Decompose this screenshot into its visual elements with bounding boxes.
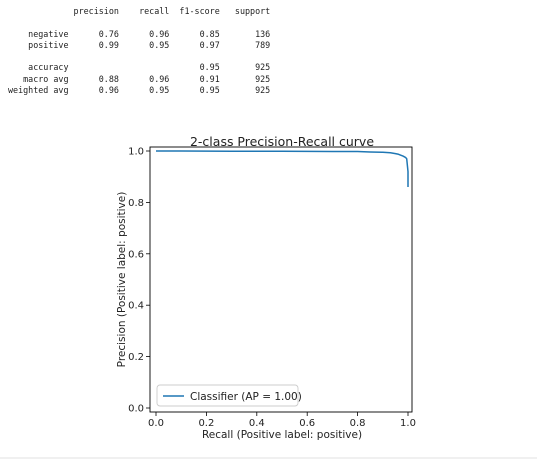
x-axis-label: Recall (Positive label: positive) <box>202 429 362 441</box>
bottom-divider <box>0 457 537 459</box>
legend-box <box>156 384 299 407</box>
y-tick-label: 1.0 <box>128 147 144 158</box>
y-axis-label: Precision (Positive label: positive) <box>116 192 128 368</box>
y-tick-label: 0.0 <box>128 404 144 415</box>
x-tick-label: 0.2 <box>198 418 214 429</box>
plot-frame <box>149 146 413 413</box>
x-tick-label: 0.6 <box>299 418 315 429</box>
y-tick-label: 0.6 <box>128 249 144 260</box>
chart-title: 2-class Precision-Recall curve <box>190 134 374 149</box>
x-tick-label: 1.0 <box>400 418 416 429</box>
y-tick-label: 0.2 <box>128 352 144 363</box>
x-tick-label: 0.8 <box>350 418 366 429</box>
classification-report: precision recall f1-score support negati… <box>8 6 271 96</box>
x-tick-label: 0.4 <box>249 418 265 429</box>
y-tick-label: 0.4 <box>128 301 144 312</box>
x-tick-label: 0.0 <box>148 418 164 429</box>
legend-label: Classifier (AP = 1.00) <box>190 391 302 403</box>
y-tick-label: 0.8 <box>128 198 144 209</box>
series-line <box>156 150 409 187</box>
